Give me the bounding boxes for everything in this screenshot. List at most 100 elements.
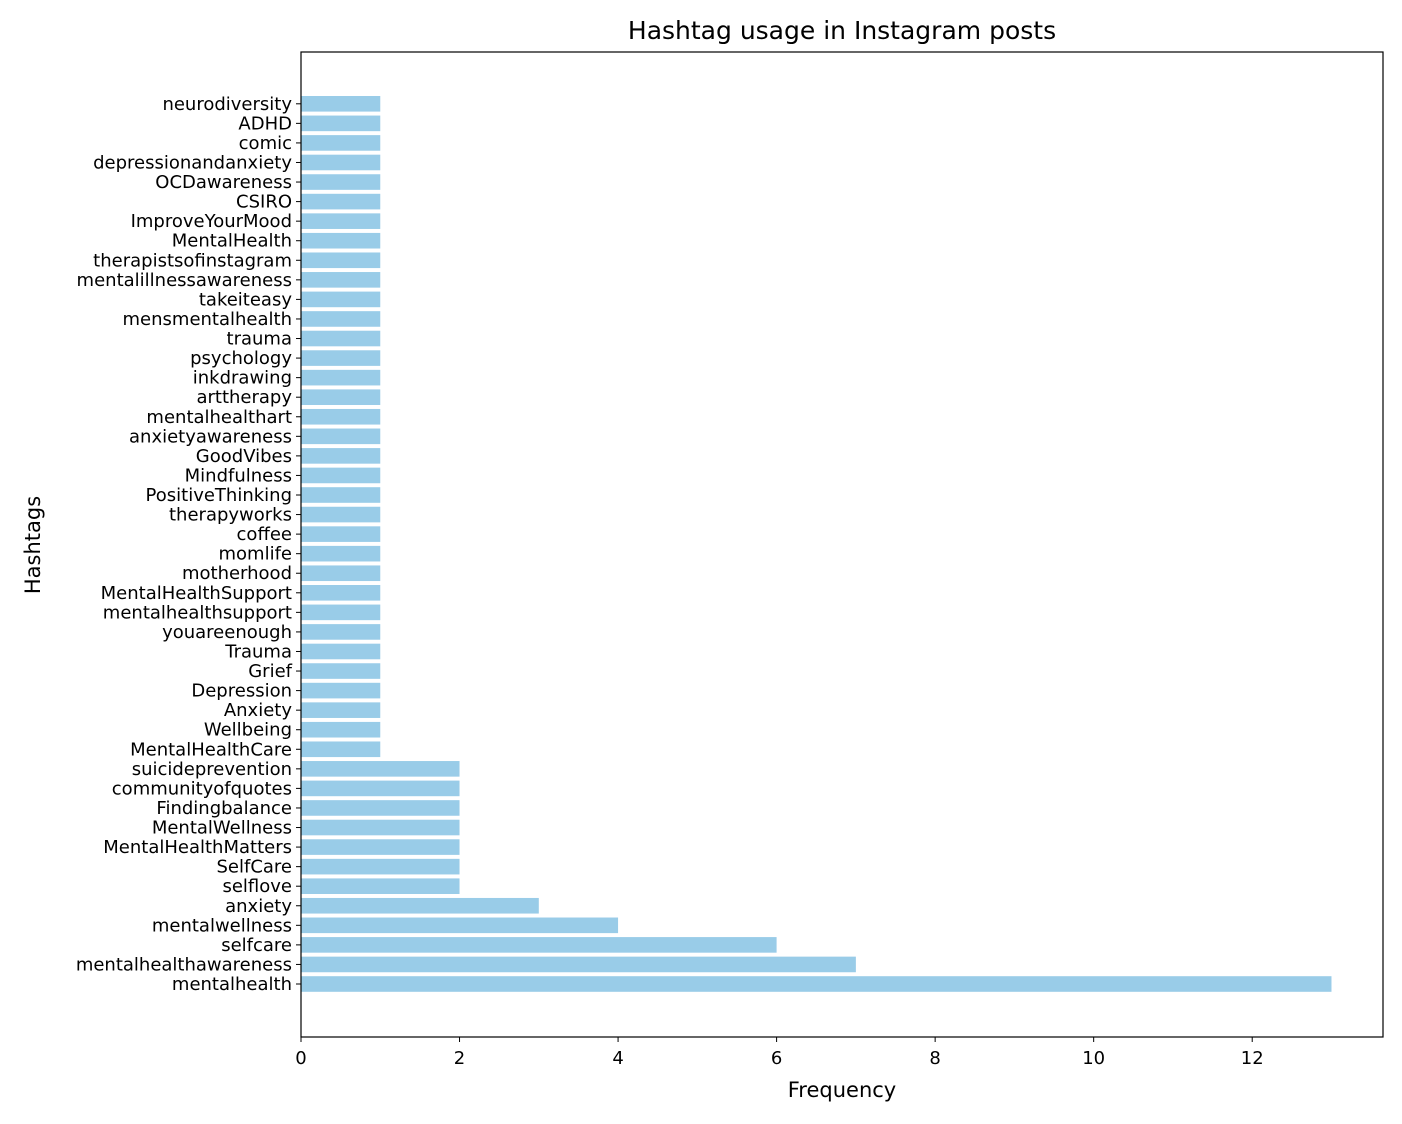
bar-arttherapy [301,389,381,405]
y-tick-label: mentalhealthawareness [76,954,292,975]
y-tick-label: selfcare [221,935,292,956]
bar-motherhood [301,565,381,582]
y-tick-label: MentalHealthMatters [103,837,292,858]
bar-therapistsofinstagram [301,252,381,269]
y-tick-label: mentalhealthsupport [103,602,292,623]
y-tick-label: Trauma [224,641,292,662]
bar-Mindfulness [301,467,381,484]
bar-Grief [301,663,381,679]
bar-momlife [301,545,381,562]
y-tick-label: mentalwellness [152,915,292,936]
y-tick-label: Depression [191,681,292,702]
x-tick-label: 0 [295,1048,306,1069]
bar-comic [301,135,381,151]
x-tick-label: 2 [454,1048,465,1069]
bar-anxietyawareness [301,428,381,445]
bar-neurodiversity [301,96,381,112]
y-tick-label: therapistsofinstagram [93,250,292,271]
y-tick-label: CSIRO [236,192,292,213]
y-tick-label: coffee [237,524,292,545]
x-tick-label: 6 [771,1048,782,1069]
bar-therapyworks [301,506,381,523]
bar-MentalHealth [301,232,381,249]
y-tick-label: SelfCare [216,857,292,878]
bar-takeiteasy [301,291,381,308]
x-tick-label: 12 [1241,1048,1264,1069]
y-tick-label: suicideprevention [132,759,292,780]
y-tick-label: youareenough [162,622,292,643]
bar-MentalHealthMatters [301,839,460,855]
bar-inkdrawing [301,369,381,386]
bar-MentalWellness [301,819,460,836]
y-tick-label: OCDawareness [155,172,292,193]
bar-Trauma [301,643,381,660]
chart-title: Hashtag usage in Instagram posts [628,16,1056,45]
bar-suicideprevention [301,761,460,777]
bar-selfcare [301,937,777,953]
y-axis-ticks: mentalhealthmentalhealthawarenessselfcar… [76,94,301,995]
y-tick-label: mentalillnessawareness [77,270,292,291]
bar-Depression [301,682,381,699]
y-tick-label: mentalhealth [172,974,292,995]
y-tick-label: trauma [227,329,292,350]
y-tick-label: Findingbalance [156,798,292,819]
y-tick-label: selflove [222,876,292,897]
y-axis-title: Hashtags [21,496,45,594]
bar-communityofquotes [301,780,460,797]
bar-mentalhealth [301,976,1332,992]
x-axis-title: Frequency [788,1078,897,1102]
bar-mentalhealthsupport [301,604,381,621]
y-tick-label: mentalhealthart [146,407,292,428]
y-tick-label: PositiveThinking [146,485,292,506]
y-tick-label: Grief [248,661,292,682]
bar-anxiety [301,897,539,914]
x-tick-label: 10 [1082,1048,1105,1069]
y-tick-label: momlife [219,544,293,565]
y-tick-label: takeiteasy [199,289,292,310]
bar-ImproveYourMood [301,213,381,229]
bar-mentalhealthart [301,408,381,425]
bar-mentalillnessawareness [301,272,381,288]
bars-layer [301,96,1332,992]
bar-selflove [301,878,460,894]
y-tick-label: communityofquotes [112,778,292,799]
y-tick-label: GoodVibes [196,446,292,467]
y-tick-label: Anxiety [224,700,293,721]
y-tick-label: comic [239,133,292,154]
x-tick-label: 8 [929,1048,940,1069]
y-tick-label: ImproveYourMood [131,211,292,232]
y-tick-label: ADHD [238,113,292,134]
y-tick-label: inkdrawing [193,368,292,389]
bar-GoodVibes [301,448,381,464]
bar-MentalHealthSupport [301,585,381,601]
bar-mentalwellness [301,917,619,934]
bar-psychology [301,350,381,366]
y-tick-label: anxietyawareness [129,426,292,447]
y-tick-label: MentalHealthCare [130,739,292,760]
y-tick-label: neurodiversity [162,94,292,115]
y-tick-label: MentalHealthSupport [101,583,292,604]
bar-depressionandanxiety [301,154,381,171]
bar-ADHD [301,115,381,132]
bar-Anxiety [301,702,381,718]
bar-trauma [301,330,381,347]
y-tick-label: mensmentalhealth [123,309,292,330]
plot-area-frame [300,51,1384,1038]
bar-mensmentalhealth [301,311,381,327]
bar-CSIRO [301,193,381,210]
y-tick-label: psychology [190,348,292,369]
bar-SelfCare [301,858,460,875]
y-tick-label: MentalHealth [172,231,292,252]
bar-PositiveThinking [301,487,381,503]
x-axis-ticks: 0 2 4 6 8 10 12 [295,1037,1264,1069]
y-tick-label: anxiety [225,896,292,917]
y-tick-label: Wellbeing [204,720,292,741]
y-tick-label: arttherapy [196,387,292,408]
bar-MentalHealthCare [301,741,381,758]
y-tick-label: MentalWellness [152,818,292,839]
y-tick-label: motherhood [182,563,292,584]
y-tick-label: Mindfulness [185,465,292,486]
bar-Findingbalance [301,800,460,816]
